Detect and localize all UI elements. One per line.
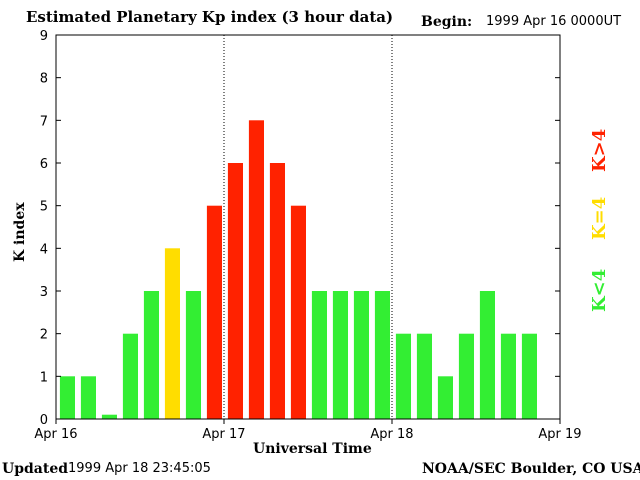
day-separator-group (223, 35, 393, 419)
x-tick-label-2: Apr 18 (370, 427, 413, 442)
kp-bar-21 (500, 333, 516, 419)
kp-bar-19 (458, 333, 474, 419)
kp-bar-17 (416, 333, 432, 419)
x-axis-label: Universal Time (253, 441, 372, 457)
kp-bar-9 (248, 120, 264, 420)
kp-bar-20 (479, 291, 495, 419)
chart-title: Estimated Planetary Kp index (3 hour dat… (26, 8, 394, 26)
y-tick-label-7: 7 (40, 114, 48, 129)
kp-bar-1 (80, 376, 96, 419)
kp-bar-4 (143, 291, 159, 419)
kp-bar-3 (122, 333, 138, 419)
kp-bar-8 (227, 163, 243, 419)
x-tick-label-3: Apr 19 (538, 427, 581, 442)
y-tick-label-2: 2 (40, 328, 48, 343)
y-tick-label-8: 8 (40, 72, 48, 87)
kp-bar-15 (374, 291, 390, 419)
kp-bar-14 (353, 291, 369, 419)
kp-bar-18 (437, 376, 453, 419)
kp-bar-22 (521, 333, 537, 419)
y-tick-label-4: 4 (40, 242, 48, 257)
y-tick-label-0: 0 (40, 413, 48, 428)
y-tick-label-5: 5 (40, 200, 48, 215)
x-axis: Apr 16 Apr 17 Apr 18 Apr 19 (34, 419, 582, 442)
kp-bar-12 (311, 291, 327, 419)
plot-frame (55, 34, 561, 420)
kp-bar-16 (395, 333, 411, 419)
credit: NOAA/SEC Boulder, CO USA (422, 461, 640, 477)
kp-bar-6 (185, 291, 201, 419)
y-tick-label-3: 3 (40, 285, 48, 300)
kp-bar-5 (164, 248, 180, 419)
legend-k-equal: K=4 (589, 196, 610, 240)
y-tick-label-9: 9 (40, 29, 48, 44)
x-tick-label-0: Apr 16 (34, 427, 77, 442)
kp-bar-7 (206, 205, 222, 419)
legend-k-low: K<4 (589, 268, 610, 312)
updated-value: 1999 Apr 18 23:45:05 (68, 461, 211, 476)
legend-k-high: K>4 (589, 128, 610, 172)
y-tick-label-1: 1 (40, 370, 48, 385)
y-axis: 0 1 2 3 4 5 6 7 8 9 (40, 29, 560, 428)
kp-bar-10 (269, 163, 285, 419)
updated-label: Updated (2, 461, 69, 477)
begin-label: Begin: (421, 14, 473, 30)
bar-group (59, 120, 537, 420)
y-axis-label: K index (12, 202, 28, 262)
y-tick-label-6: 6 (40, 157, 48, 172)
kp-bar-0 (59, 376, 75, 419)
begin-value: 1999 Apr 16 0000UT (486, 14, 622, 29)
kp-bar-13 (332, 291, 348, 419)
x-tick-label-1: Apr 17 (202, 427, 245, 442)
kp-bar-11 (290, 205, 306, 419)
kp-bar-2 (101, 414, 117, 419)
